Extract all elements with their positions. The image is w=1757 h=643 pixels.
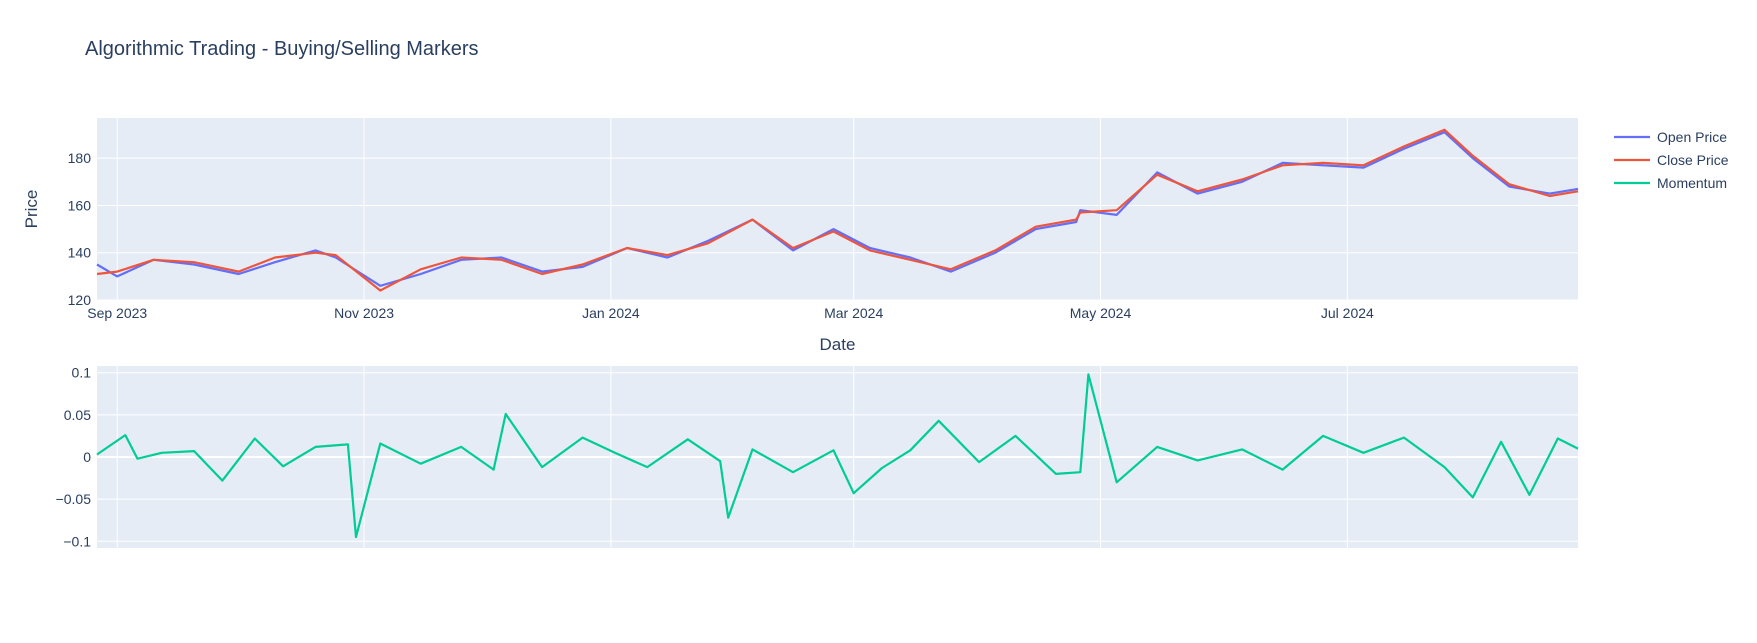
x-tick-label: Mar 2024 (824, 305, 883, 321)
legend-label-open: Open Price (1657, 129, 1727, 145)
legend-label-momentum: Momentum (1657, 175, 1727, 191)
momentum-panel: 0.1 0.05 0 −0.05 −0.1 (56, 365, 1579, 550)
chart-title: Algorithmic Trading - Buying/Selling Mar… (85, 38, 479, 60)
price-x-ticks: Sep 2023 Nov 2023 Jan 2024 Mar 2024 May 2024… (87, 305, 1374, 321)
price-panel: 120 140 160 180 Sep 2023 Nov 2023 Jan 2024 Mar… (22, 118, 1579, 354)
price-plot-background (97, 118, 1578, 300)
y-tick-label: 160 (68, 197, 92, 213)
y-tick-label: 180 (68, 150, 92, 166)
series-line-momentum (96, 373, 1579, 539)
y-tick-label: 140 (68, 245, 92, 261)
series-line-close-price (96, 128, 1579, 292)
y-tick-label: 0.05 (64, 407, 91, 423)
y-tick-label: −0.05 (56, 491, 92, 507)
date-axis-title: Date (820, 335, 856, 354)
price-series-lines (96, 128, 1579, 292)
legend-label-close: Close Price (1657, 152, 1729, 168)
y-tick-label: 120 (68, 292, 92, 308)
price-axis-title: Price (22, 190, 41, 229)
chart-legend[interactable]: Open Price Close Price Momentum (1614, 129, 1729, 191)
price-gridlines (97, 118, 1578, 301)
x-tick-label: Nov 2023 (334, 305, 394, 321)
x-tick-label: May 2024 (1070, 305, 1132, 321)
x-tick-label: Sep 2023 (87, 305, 147, 321)
legend-item-close[interactable]: Close Price (1614, 152, 1729, 168)
price-y-ticks: 120 140 160 180 (68, 150, 92, 308)
y-tick-label: −0.1 (63, 533, 91, 549)
x-tick-label: Jul 2024 (1321, 305, 1374, 321)
x-tick-label: Jan 2024 (582, 305, 640, 321)
legend-item-open[interactable]: Open Price (1614, 129, 1727, 145)
legend-item-momentum[interactable]: Momentum (1614, 175, 1727, 191)
momentum-y-ticks: 0.1 0.05 0 −0.05 −0.1 (56, 365, 92, 550)
y-tick-label: 0.1 (72, 365, 92, 381)
momentum-series-lines (96, 373, 1579, 539)
y-tick-label: 0 (83, 449, 91, 465)
